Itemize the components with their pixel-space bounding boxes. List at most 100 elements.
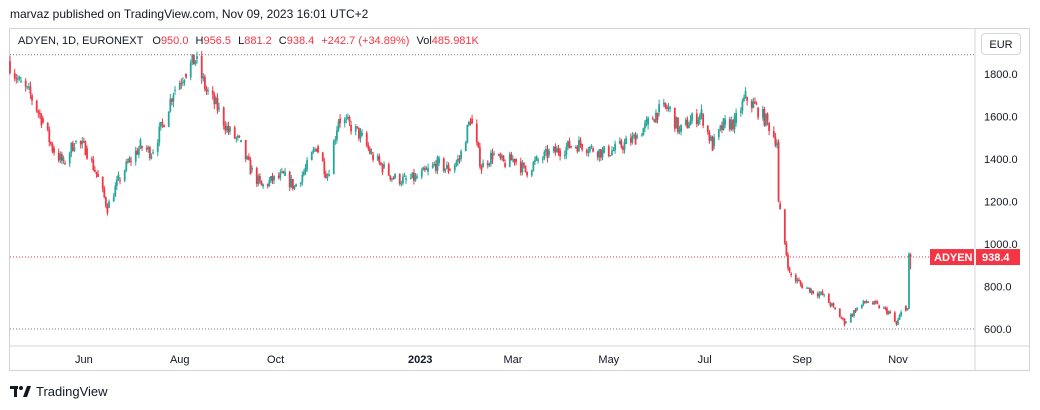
candle-body <box>576 146 579 152</box>
candle-body <box>526 171 528 176</box>
candle-body <box>832 303 835 306</box>
candle-body <box>416 176 418 179</box>
candle-body <box>486 162 489 166</box>
candle-body <box>262 184 264 187</box>
close-label: C <box>278 35 287 47</box>
candle-body <box>523 162 525 166</box>
candle-body <box>519 161 522 173</box>
candle-body <box>81 141 84 145</box>
candle-body <box>854 310 857 313</box>
candle-body <box>801 284 804 288</box>
candle-body <box>565 146 568 155</box>
candle-body <box>906 308 909 311</box>
candle-body <box>590 145 593 147</box>
candle-body <box>326 177 329 179</box>
candle-body <box>389 175 392 180</box>
candle-body <box>812 290 815 294</box>
candle-body <box>48 129 51 143</box>
candle-body <box>831 303 833 306</box>
time-axis[interactable]: Jun Aug Oct 2023 Mar May Jul Sep Nov <box>75 354 908 366</box>
candle-body <box>471 118 473 124</box>
candle-body <box>183 80 186 83</box>
candle-body <box>851 314 854 316</box>
candle-body <box>293 185 296 189</box>
candle-body <box>26 86 29 88</box>
candle-body <box>414 175 417 181</box>
candle-body <box>710 136 712 141</box>
footer-brand-name: TradingView <box>36 384 108 399</box>
candle-body <box>117 174 120 180</box>
candle-body <box>139 139 142 149</box>
symbol-name[interactable]: ADYEN, 1D, EURONEXT <box>18 35 144 47</box>
candle-body <box>108 201 110 208</box>
candle-body <box>170 98 173 102</box>
candle-body <box>358 127 360 139</box>
candle-body <box>436 156 439 171</box>
candle-body <box>205 88 208 91</box>
candle-body <box>735 112 738 123</box>
candle-body <box>680 124 682 132</box>
candle-body <box>282 171 285 174</box>
candle-body <box>556 148 558 153</box>
candle-body <box>394 174 396 179</box>
candle-body <box>821 291 824 295</box>
candle-body <box>68 153 71 164</box>
candle-body <box>543 151 546 159</box>
candle-body <box>46 122 49 130</box>
candle-body <box>260 180 263 186</box>
candle-body <box>119 180 121 182</box>
candle-body <box>152 152 154 154</box>
candle-body <box>889 311 892 313</box>
candle-body <box>16 78 19 80</box>
footer-brand[interactable]: TradingView <box>10 384 108 399</box>
candle-body <box>622 147 624 150</box>
candle-body <box>647 118 649 125</box>
candle-body <box>845 322 848 324</box>
candle-body <box>343 119 346 124</box>
candle-body <box>315 148 318 152</box>
candle-body <box>449 169 451 171</box>
candle-body <box>90 158 93 160</box>
candle-body <box>776 143 778 146</box>
candle-body <box>469 121 472 124</box>
candle-body <box>112 196 115 202</box>
candle-body <box>809 287 811 293</box>
candle-body <box>348 116 351 122</box>
time-tick-label: Sep <box>792 354 812 366</box>
candle-body <box>673 107 676 129</box>
candle-body <box>70 142 73 154</box>
candle-body <box>554 146 557 153</box>
candle-body <box>27 86 30 88</box>
candle-body <box>631 136 634 143</box>
candle-body <box>145 147 148 150</box>
candle-body <box>255 167 258 184</box>
candle-body <box>244 139 247 160</box>
candle-body <box>321 152 324 162</box>
candle-body <box>174 89 176 91</box>
candle-body <box>148 147 151 159</box>
candle-body <box>75 140 77 142</box>
candle-body <box>708 131 711 141</box>
price-tick-label: 1600.0 <box>984 111 1018 123</box>
candle-body <box>354 126 357 132</box>
candle-body <box>513 158 516 163</box>
candle-body <box>442 158 445 171</box>
candle-body <box>336 130 338 140</box>
currency-button[interactable]: EUR <box>981 33 1021 55</box>
candle-body <box>161 122 164 124</box>
candle-body <box>291 178 294 189</box>
candle-body <box>202 76 205 79</box>
candle-body <box>810 290 813 293</box>
candle-body <box>755 103 758 105</box>
candle-body <box>743 97 745 101</box>
candle-body <box>468 121 470 126</box>
candle-body <box>512 158 514 161</box>
price-axis[interactable]: 600.0 800.0 1000.0 1200.0 1400.0 1600.0 1800.0 <box>984 69 1018 336</box>
candle-body <box>589 146 591 152</box>
candle-body <box>541 158 544 160</box>
candle-body <box>864 300 866 303</box>
candle-body <box>269 176 272 181</box>
candle-body <box>288 171 291 188</box>
candle-body <box>314 148 316 150</box>
